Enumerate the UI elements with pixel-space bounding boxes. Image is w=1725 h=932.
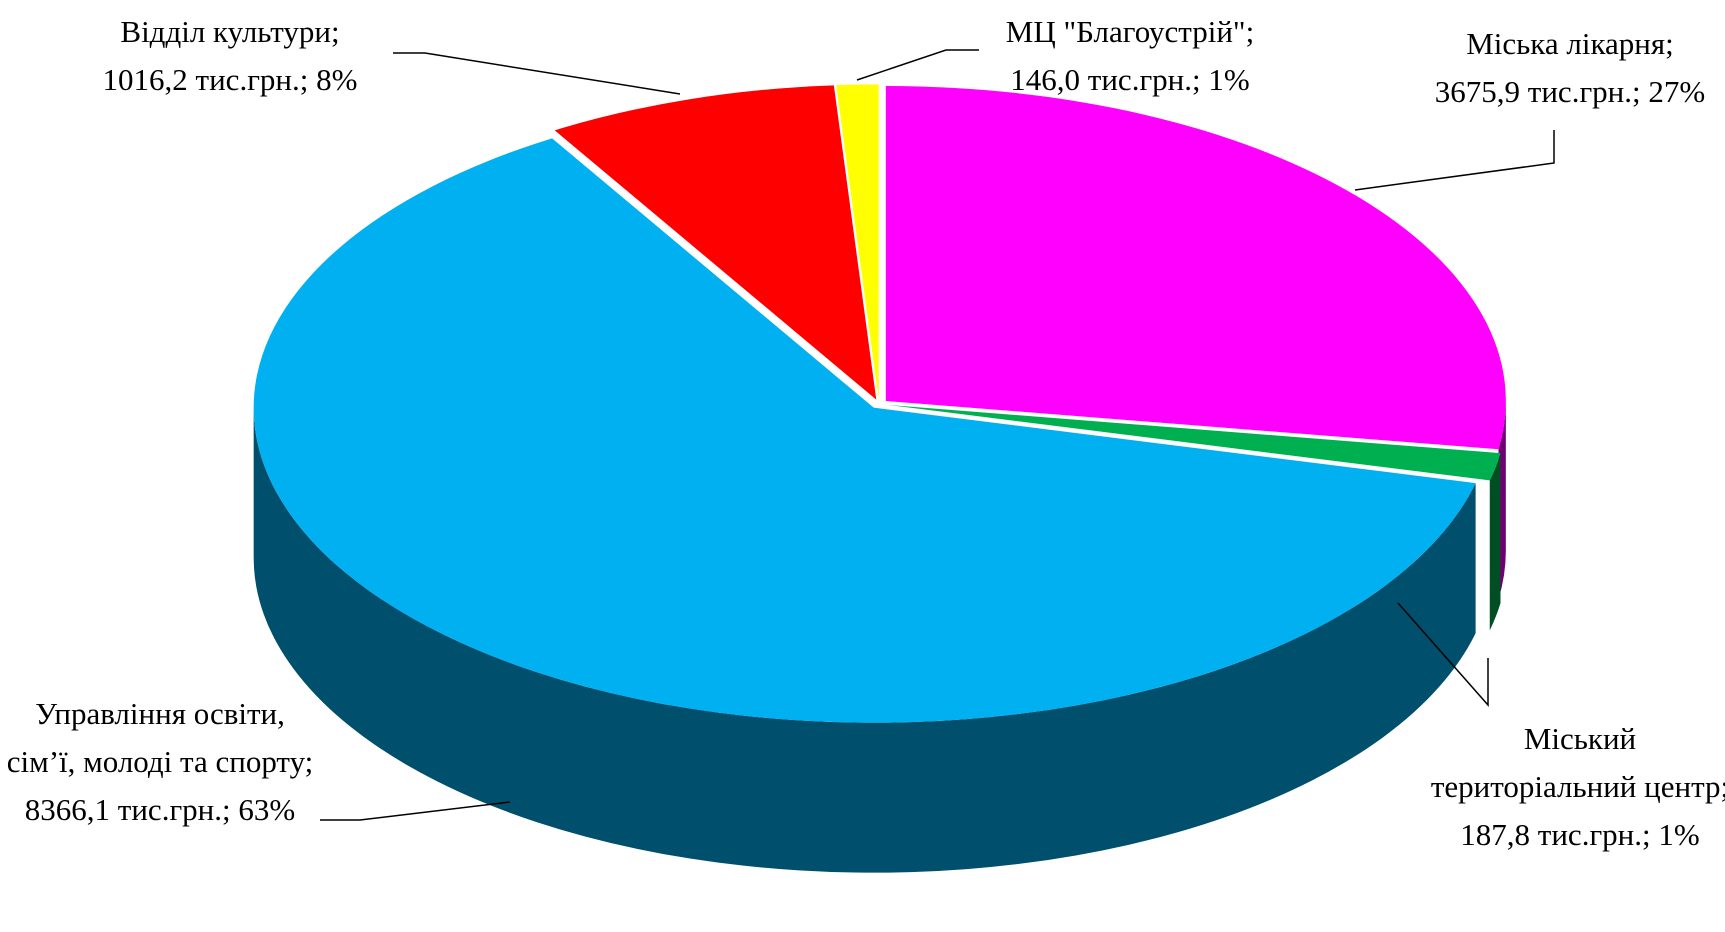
leader-line: [1397, 602, 1489, 707]
category-label: МЦ "Благоустрій";: [1005, 14, 1255, 49]
slice: [554, 85, 877, 400]
category-label: Відділ культури;: [120, 14, 340, 49]
slice: [836, 84, 879, 400]
data-label: Міський територіальний центр; 187,8 тис.г…: [1420, 715, 1725, 859]
category-label: Управління освіти, сім’ї, молоді та спор…: [6, 696, 314, 779]
value-label: 8366,1 тис.грн.; 63%: [24, 792, 296, 827]
slice: [885, 86, 1506, 450]
data-label: МЦ "Благоустрій"; 146,0 тис.грн.; 1%: [960, 8, 1300, 104]
leader-line: [393, 52, 681, 95]
slice-side: [253, 407, 1476, 873]
leader-line: [1354, 130, 1555, 191]
data-label: Відділ культури; 1016,2 тис.грн.; 8%: [60, 8, 400, 104]
slice: [887, 404, 1501, 481]
value-label: 146,0 тис.грн.; 1%: [1010, 62, 1250, 97]
slice-side: [1489, 453, 1501, 631]
data-label: Міська лікарня; 3675,9 тис.грн.; 27%: [1390, 20, 1725, 116]
value-label: 187,8 тис.грн.; 1%: [1460, 817, 1700, 852]
category-label: Міський територіальний центр;: [1430, 721, 1725, 804]
slice: [253, 138, 1476, 723]
leader-line: [320, 801, 511, 821]
value-label: 1016,2 тис.грн.; 8%: [102, 62, 358, 97]
category-label: Міська лікарня;: [1466, 26, 1674, 61]
value-label: 3675,9 тис.грн.; 27%: [1434, 74, 1706, 109]
data-label: Управління освіти, сім’ї, молоді та спор…: [0, 690, 320, 834]
leader-line: [856, 49, 979, 81]
